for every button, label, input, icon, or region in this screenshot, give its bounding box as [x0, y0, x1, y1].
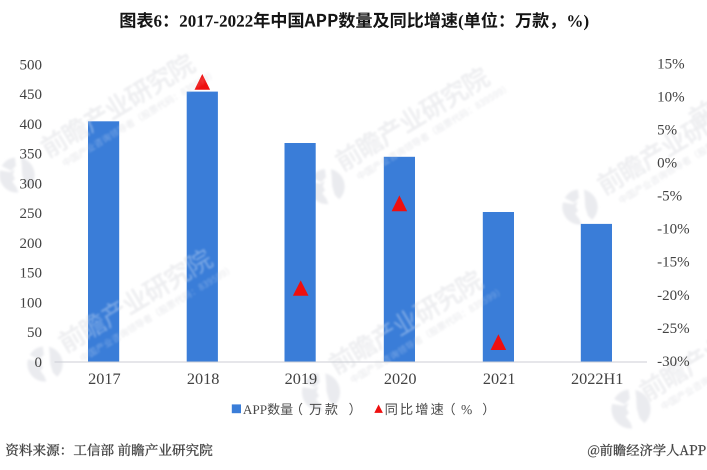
svg-text:-20%: -20% [657, 288, 690, 304]
svg-text:-15%: -15% [657, 255, 690, 271]
svg-text:5%: 5% [657, 123, 677, 139]
svg-text:350: 350 [20, 147, 43, 163]
svg-text:250: 250 [20, 206, 43, 222]
svg-text:2021: 2021 [483, 369, 516, 388]
svg-text:300: 300 [20, 177, 43, 193]
svg-text:10%: 10% [657, 90, 685, 106]
svg-text:450: 450 [20, 87, 43, 103]
svg-text:15%: 15% [657, 57, 685, 73]
svg-text:0%: 0% [657, 156, 677, 172]
svg-text:-25%: -25% [657, 321, 690, 337]
svg-text:0: 0 [35, 355, 43, 371]
svg-text:400: 400 [20, 117, 43, 133]
svg-text:2019: 2019 [285, 369, 318, 388]
svg-text:-30%: -30% [657, 354, 690, 370]
svg-text:500: 500 [20, 58, 43, 74]
svg-text:-5%: -5% [657, 189, 682, 205]
svg-text:2020: 2020 [384, 369, 417, 388]
svg-text:50: 50 [27, 325, 42, 341]
svg-text:200: 200 [20, 236, 43, 252]
svg-text:150: 150 [20, 266, 43, 282]
svg-text:-10%: -10% [657, 222, 690, 238]
svg-text:2022H1: 2022H1 [571, 369, 623, 388]
svg-text:100: 100 [20, 295, 43, 311]
svg-text:2017: 2017 [88, 369, 121, 388]
svg-text:2018: 2018 [187, 369, 220, 388]
